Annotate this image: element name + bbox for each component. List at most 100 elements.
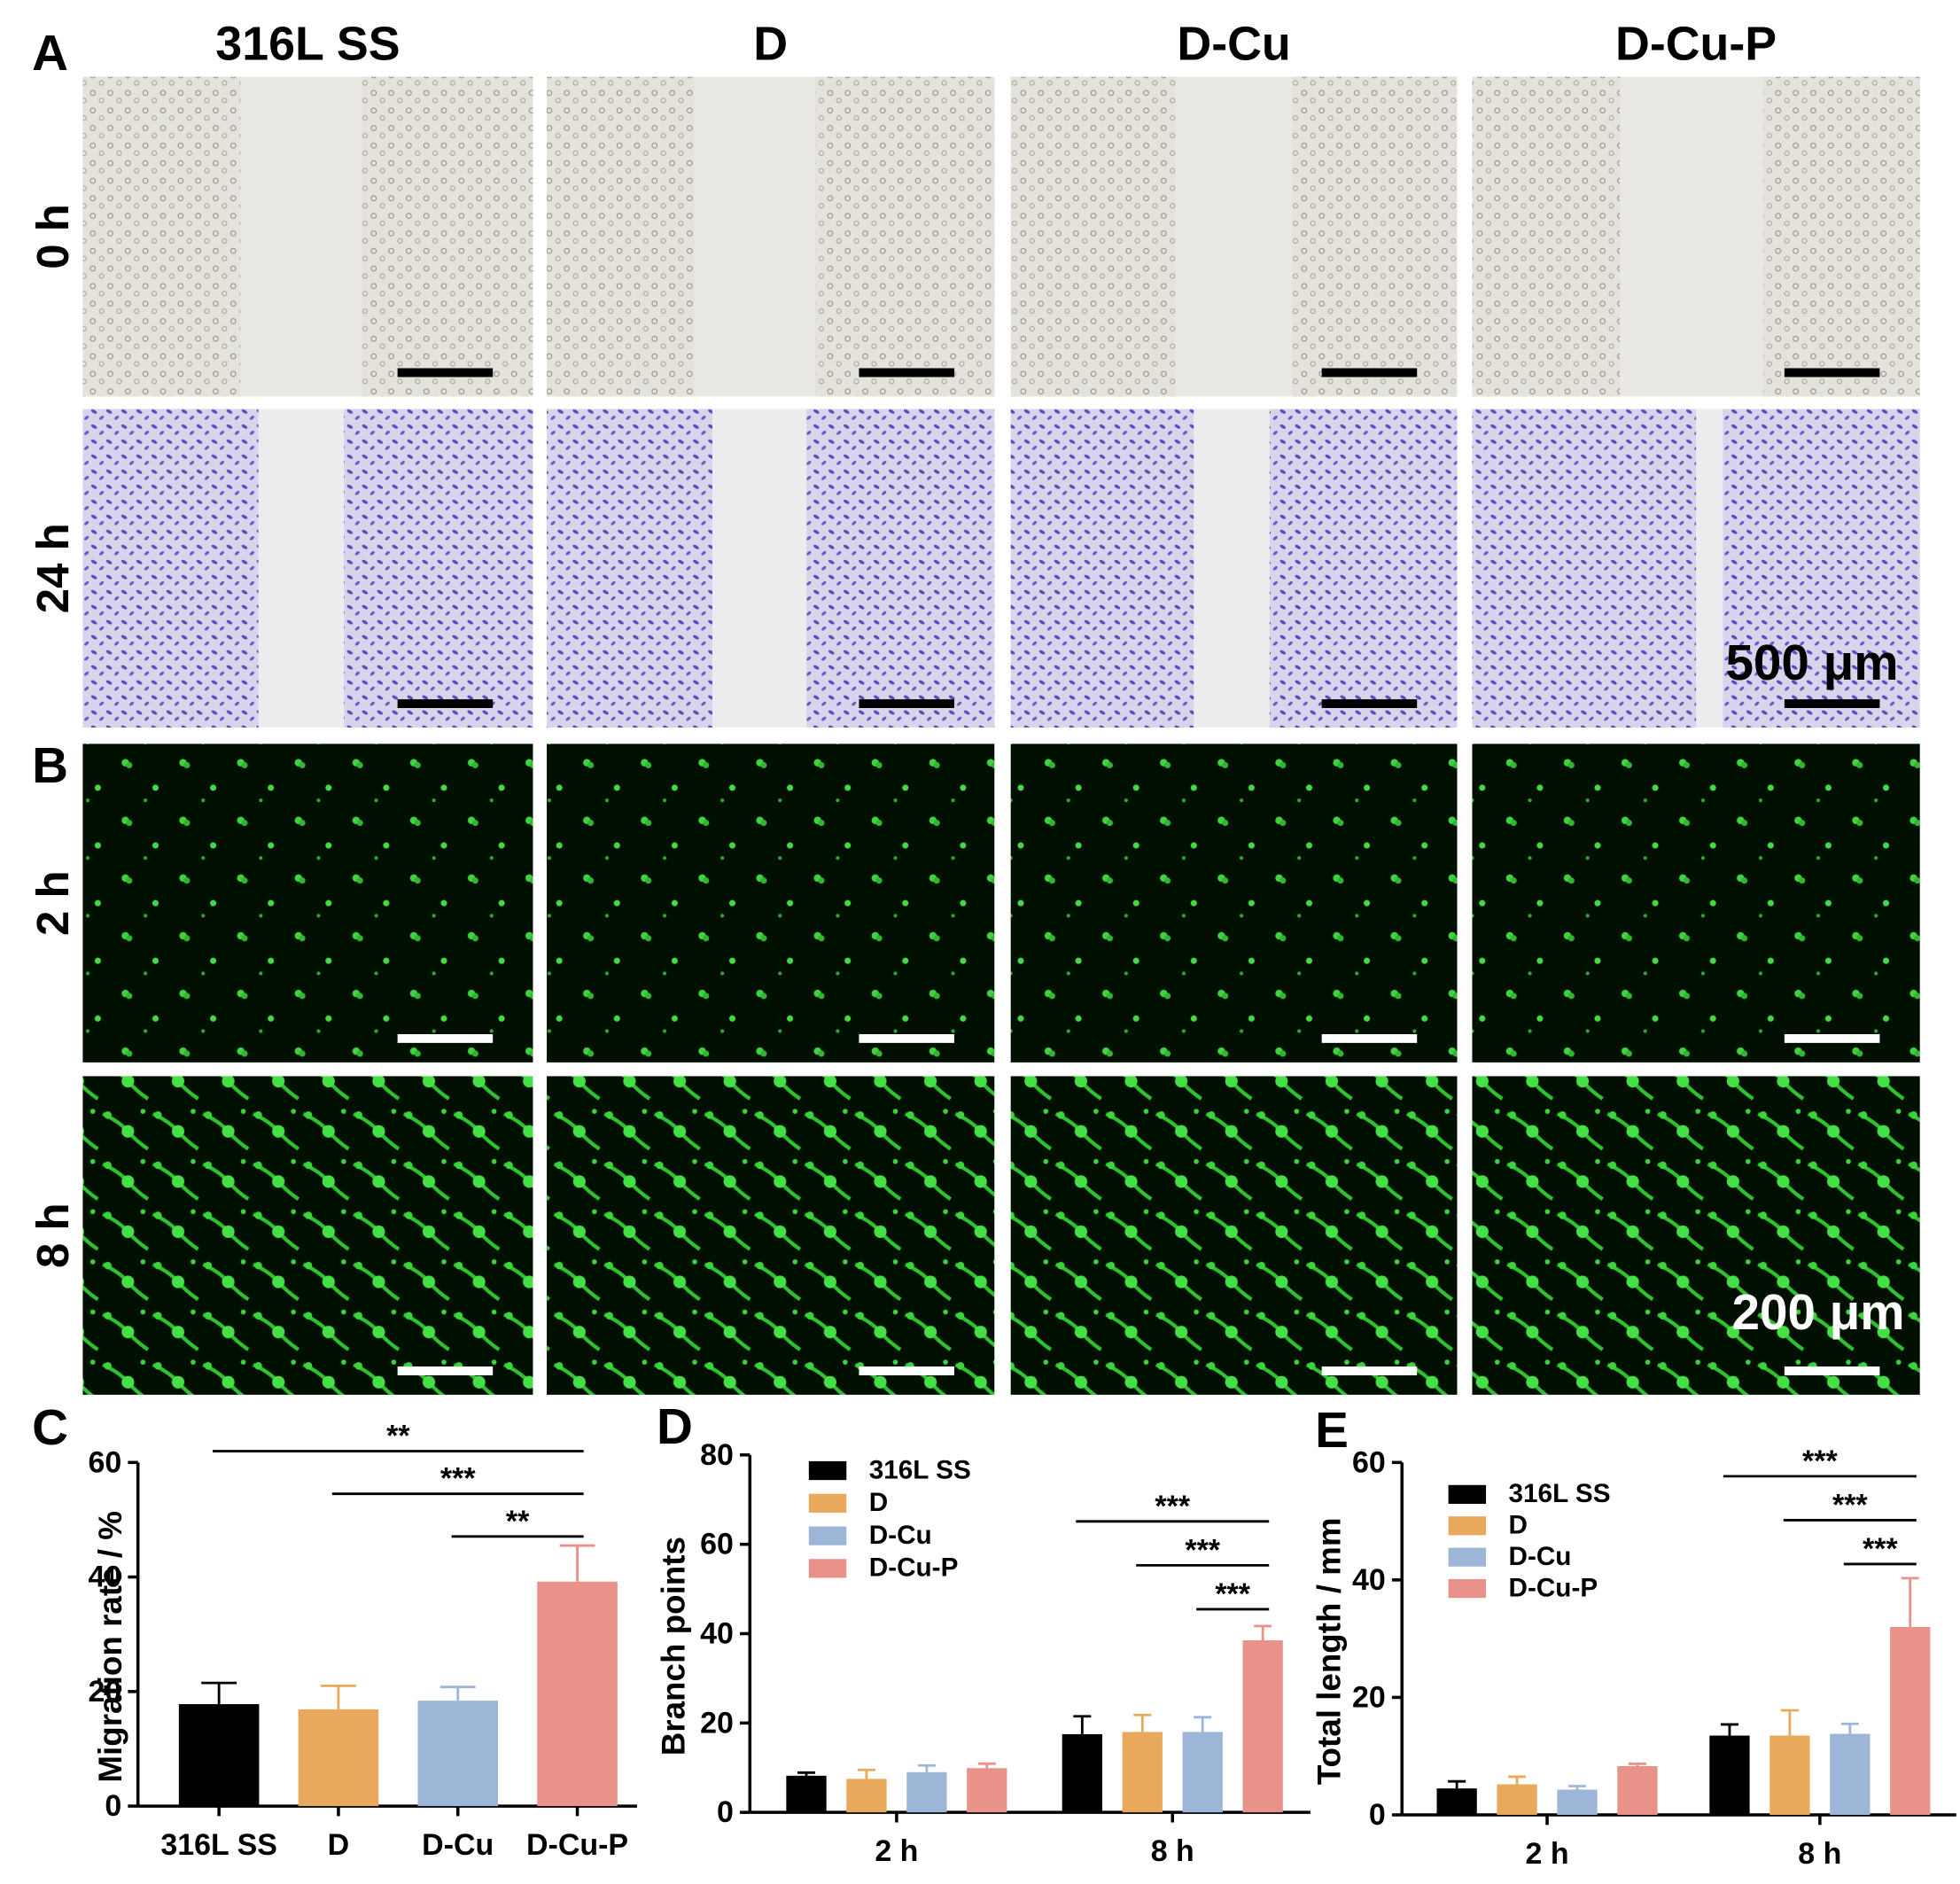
error-bar <box>1194 1716 1212 1732</box>
error-bar <box>1568 1785 1586 1790</box>
bar <box>906 1771 947 1813</box>
legend-swatch <box>1448 1484 1487 1505</box>
cell-region <box>1723 409 1920 728</box>
error-bar <box>321 1684 356 1709</box>
y-tick-label: 40 <box>1352 1563 1386 1597</box>
panel-label: D <box>657 1398 693 1454</box>
significance-label: *** <box>1215 1577 1250 1611</box>
micrograph <box>547 1076 995 1395</box>
legend-label: D-Cu-P <box>1509 1573 1598 1602</box>
bar <box>298 1709 379 1807</box>
cell-region <box>547 409 712 728</box>
cell-region <box>1472 409 1697 728</box>
error-bar <box>1133 1713 1152 1732</box>
cell-region <box>1472 76 1621 397</box>
column-header: 316L SS <box>215 18 400 71</box>
bar <box>1557 1789 1598 1815</box>
bar <box>417 1701 499 1807</box>
significance-label: *** <box>1832 1488 1868 1522</box>
bar <box>1182 1732 1223 1813</box>
legend-swatch <box>808 1460 847 1481</box>
y-tick-label: 0 <box>717 1795 734 1829</box>
bar <box>967 1768 1007 1813</box>
micrograph <box>1010 1076 1458 1395</box>
y-tick-label: 60 <box>88 1445 121 1479</box>
cell-region <box>815 76 995 397</box>
y-tick-label: 20 <box>1352 1680 1386 1714</box>
row-label: 0 h <box>27 204 78 269</box>
error-bar <box>1254 1624 1272 1641</box>
error-bar <box>1448 1779 1466 1789</box>
bar <box>1436 1788 1477 1815</box>
column-header: D-Cu-P <box>1615 18 1777 71</box>
bar <box>1062 1733 1102 1813</box>
cell-region <box>362 76 533 397</box>
legend-swatch <box>808 1559 847 1578</box>
significance-label: *** <box>440 1462 476 1496</box>
y-tick-label: 40 <box>700 1616 734 1650</box>
error-bar <box>1073 1715 1092 1734</box>
x-tick-label: 8 h <box>1798 1837 1841 1871</box>
cell-region <box>344 409 533 728</box>
error-bar <box>1840 1722 1859 1734</box>
significance-label: *** <box>1863 1532 1898 1566</box>
error-bar <box>857 1768 875 1779</box>
legend-label: D-Cu-P <box>869 1553 959 1583</box>
row-label: 2 h <box>27 870 78 936</box>
micrograph <box>82 1076 533 1395</box>
panel-label: C <box>32 1399 68 1455</box>
y-tick-label: 60 <box>700 1528 734 1561</box>
cell-region <box>82 409 259 728</box>
row-label: 8 h <box>27 1203 78 1268</box>
y-tick-label: 20 <box>700 1706 734 1740</box>
micrograph <box>547 743 995 1063</box>
x-tick-label: 2 h <box>1526 1837 1569 1871</box>
bar <box>1497 1784 1537 1815</box>
y-tick-label: 0 <box>1369 1798 1386 1832</box>
error-bar <box>1508 1775 1527 1785</box>
legend-swatch <box>1448 1547 1487 1567</box>
error-bar <box>797 1771 815 1776</box>
cell-region <box>1292 76 1458 397</box>
error-bar <box>917 1763 936 1772</box>
legend-label: D-Cu <box>1509 1542 1572 1571</box>
column-header: D <box>753 18 788 71</box>
x-tick-label: D-Cu <box>422 1828 494 1862</box>
error-bar <box>559 1544 595 1582</box>
y-tick-label: 80 <box>700 1438 734 1472</box>
legend-swatch <box>1448 1578 1487 1599</box>
legend-label: D-Cu <box>869 1521 932 1550</box>
legend-swatch <box>1448 1516 1487 1536</box>
micrograph <box>1010 743 1458 1063</box>
significance-label: *** <box>1185 1533 1220 1567</box>
legend-label: D <box>1509 1511 1528 1540</box>
x-tick-label: 316L SS <box>160 1828 277 1862</box>
bar <box>1617 1765 1658 1815</box>
error-bar <box>1901 1576 1919 1627</box>
bar <box>1830 1733 1871 1815</box>
legend-swatch <box>808 1493 847 1513</box>
bar <box>1242 1640 1283 1813</box>
panel-label: A <box>32 25 68 81</box>
y-axis-label: Total length / mm <box>1311 1517 1348 1785</box>
error-bar <box>1720 1723 1738 1736</box>
row-label: 24 h <box>27 523 78 613</box>
error-bar <box>977 1762 996 1769</box>
bar <box>786 1775 827 1813</box>
column-header: D-Cu <box>1177 18 1290 71</box>
cell-region <box>82 76 241 397</box>
significance-label: ** <box>386 1420 410 1453</box>
legend-swatch <box>808 1526 847 1545</box>
error-bar <box>1628 1762 1646 1766</box>
significance-label: ** <box>506 1505 530 1538</box>
micrograph <box>1472 743 1920 1063</box>
legend-label: D <box>869 1488 888 1517</box>
y-axis-label: Branch points <box>655 1537 691 1756</box>
cell-region <box>547 76 695 397</box>
error-bar <box>201 1681 237 1705</box>
legend-label: 316L SS <box>1509 1479 1611 1508</box>
significance-label: *** <box>1802 1444 1838 1478</box>
cell-region <box>806 409 995 728</box>
